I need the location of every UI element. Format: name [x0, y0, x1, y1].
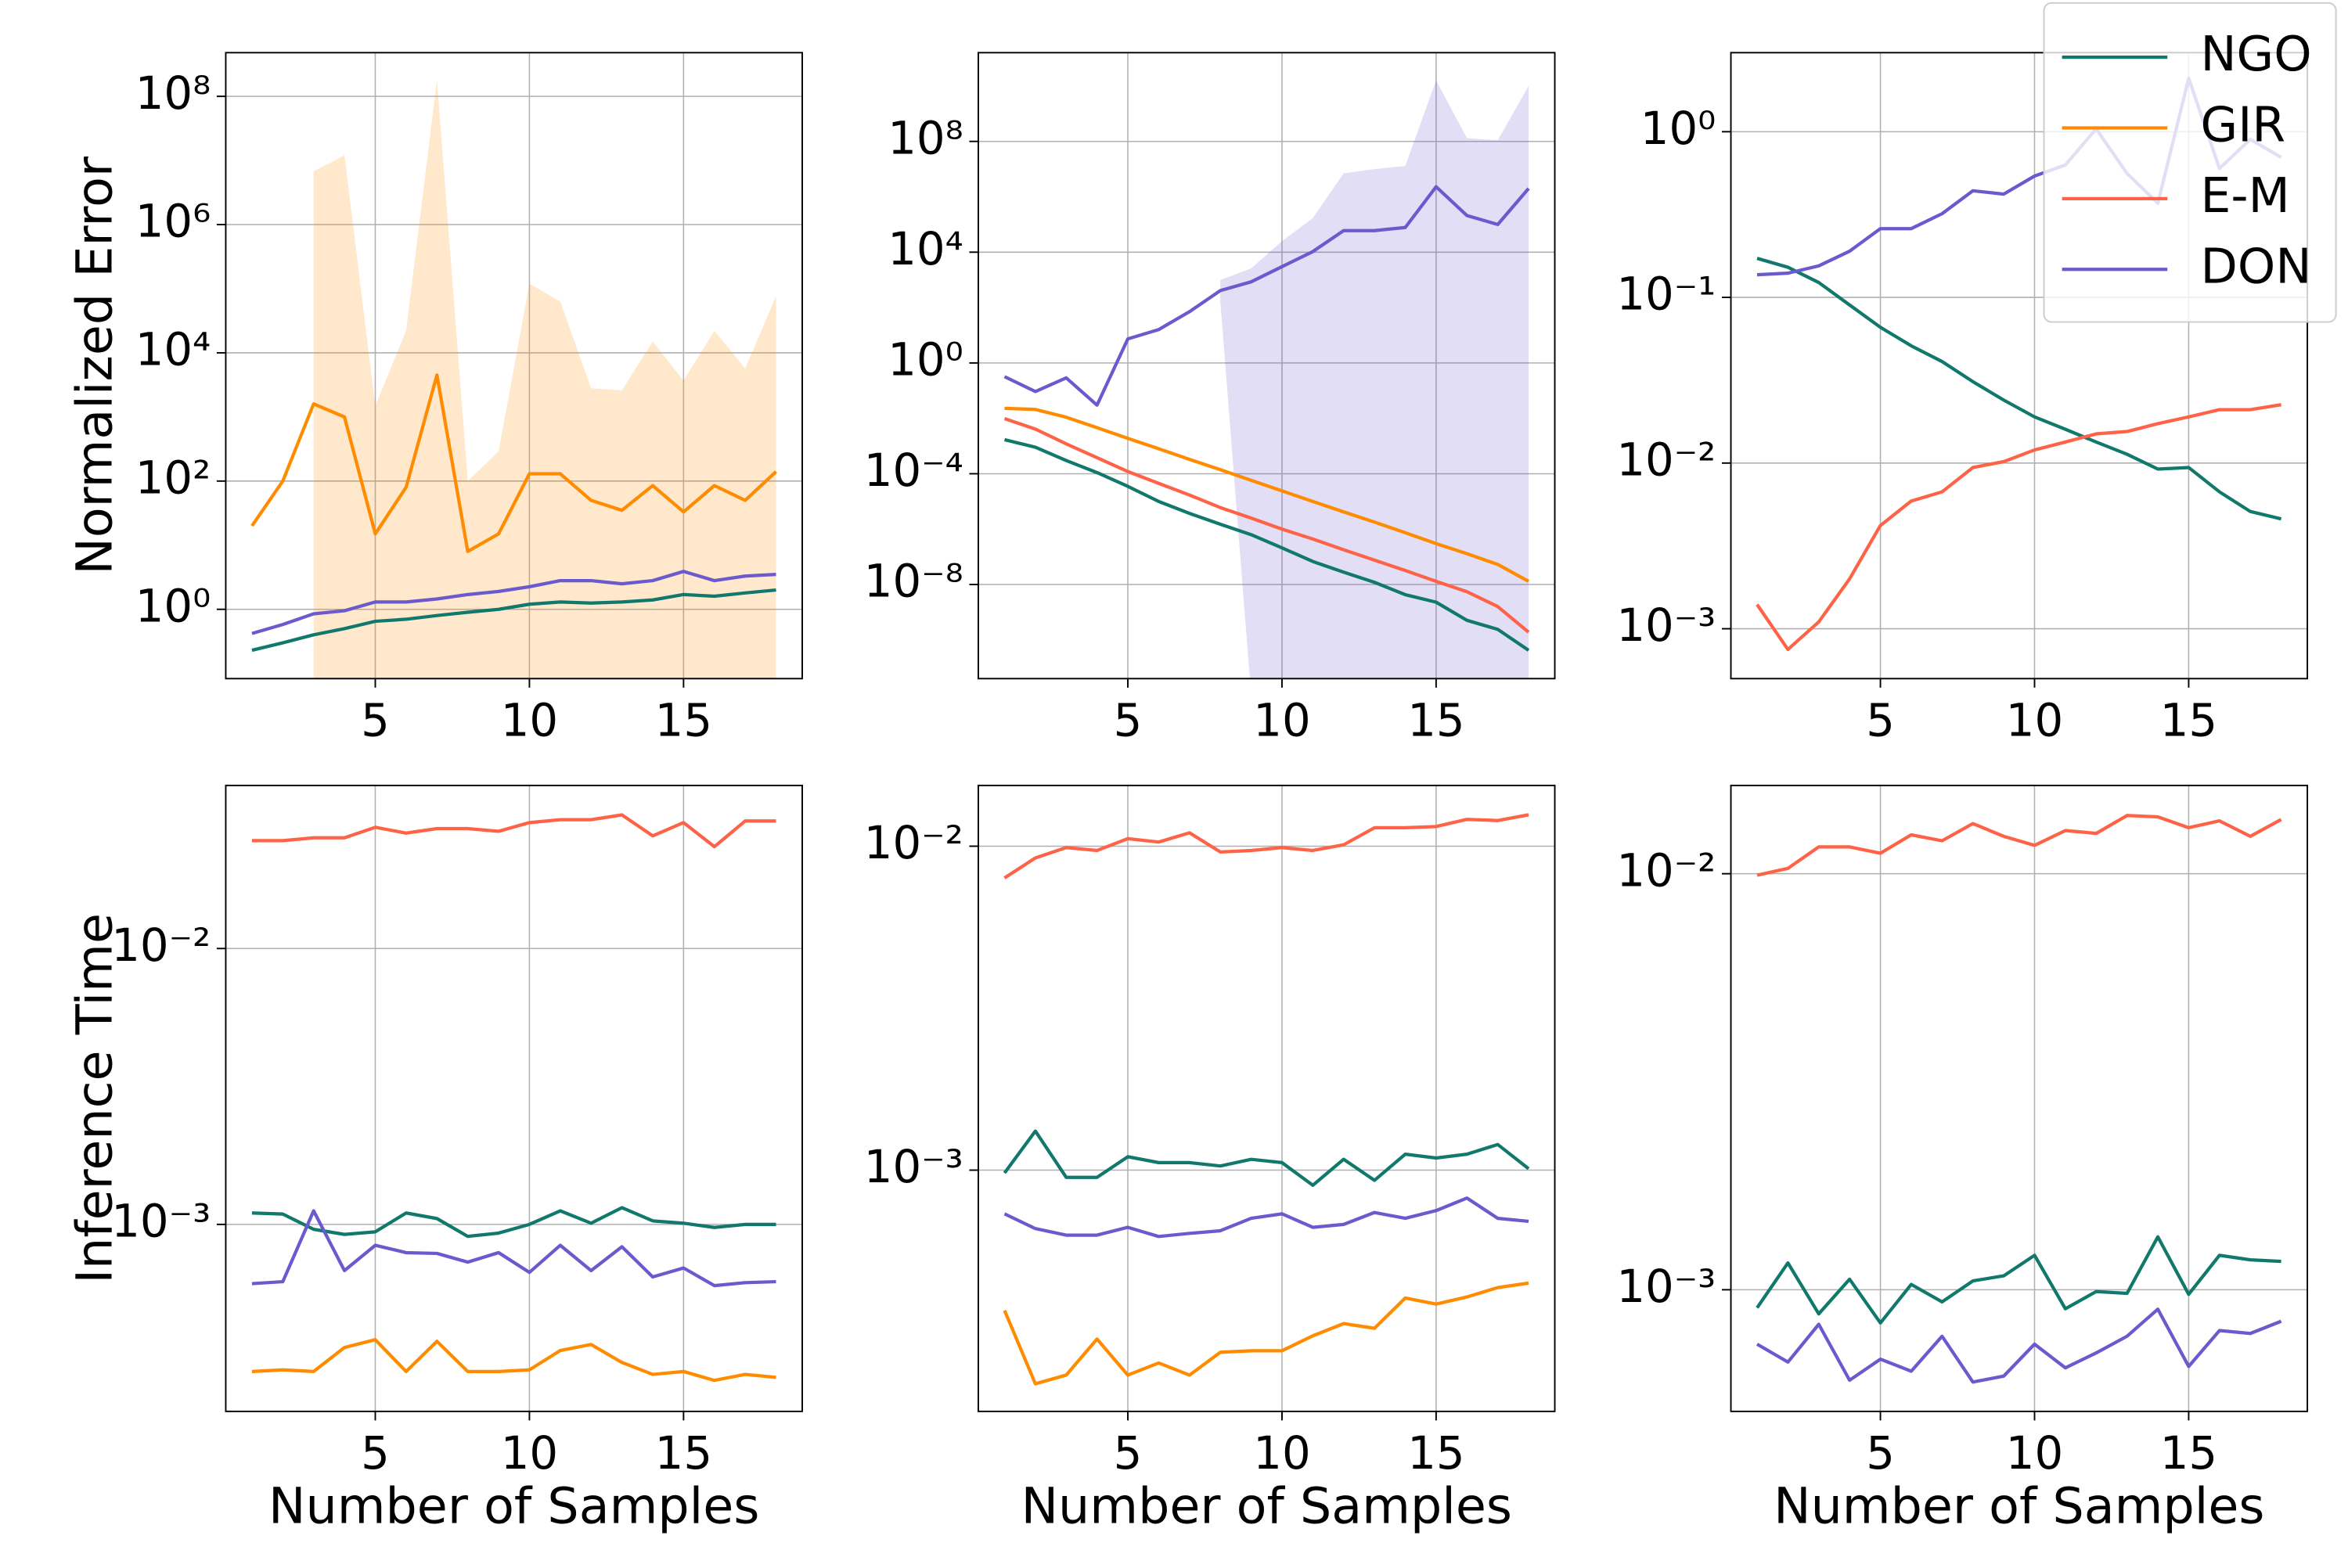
x-tick-label: 5 — [1114, 1426, 1143, 1480]
y-tick-label: 10⁻⁸ — [864, 555, 963, 608]
y-tick-label: 10⁻³ — [1616, 1260, 1716, 1313]
y-tick-label: 10⁰ — [1640, 102, 1716, 155]
y-tick-label: 10⁸ — [888, 111, 963, 164]
x-tick-label: 5 — [1114, 694, 1143, 747]
panel: 10⁻³ 10⁻² 10⁻¹ 10⁰ 5 10 15 — [1616, 52, 2309, 747]
y-tick-label: 10² — [135, 451, 211, 504]
x-tick-label: 15 — [2160, 694, 2217, 747]
y-tick-label: 10⁻² — [111, 919, 211, 972]
x-tick-label: 5 — [361, 694, 390, 747]
band — [313, 80, 776, 679]
series-line — [251, 813, 776, 849]
legend-label: GIR — [2201, 97, 2286, 153]
x-axis-label: Number of Samples — [1021, 1476, 1512, 1534]
panel: 10⁰ 10² 10⁴ 10⁶ 10⁸ 5 10 15 Normalized Error — [66, 52, 803, 747]
x-tick-label: 10 — [2006, 694, 2063, 747]
series-line — [251, 1209, 776, 1288]
legend-frame — [2043, 2, 2337, 323]
series-line — [1003, 813, 1529, 879]
series-line — [250, 373, 777, 553]
series-line — [251, 570, 776, 635]
y-tick-label: 10⁴ — [135, 323, 211, 376]
plot-area — [1756, 814, 2282, 1384]
y-tick-label: 10⁰ — [888, 333, 963, 387]
y-tick-label: 10⁴ — [888, 222, 963, 275]
series-line — [1756, 403, 2281, 652]
axes-frame — [978, 784, 1556, 1412]
x-tick-label: 10 — [1253, 1426, 1310, 1480]
legend-label: E-M — [2201, 167, 2290, 224]
y-tick-label: 10⁻¹ — [1616, 268, 1716, 321]
x-axis-label: Number of Samples — [1774, 1476, 2264, 1534]
x-tick-label: 5 — [1866, 1426, 1895, 1480]
series-line — [1756, 814, 2282, 877]
y-tick-label: 10⁻² — [1616, 843, 1716, 897]
series-line — [1756, 1307, 2282, 1384]
axes-frame — [1730, 52, 2309, 680]
plot-area — [250, 80, 777, 679]
series-line — [1003, 1196, 1529, 1239]
series-line — [1756, 257, 2282, 521]
panel: 10⁻⁸ 10⁻⁴ 10⁰ 10⁴ 10⁸ 5 10 15 — [864, 52, 1556, 747]
plot-area — [1003, 80, 1530, 679]
legend-label: NGO — [2201, 26, 2312, 82]
series-line — [1003, 1129, 1530, 1187]
series-line — [251, 1206, 776, 1239]
x-tick-label: 10 — [501, 1426, 558, 1480]
x-tick-label: 10 — [1253, 694, 1310, 747]
axes-frame — [978, 52, 1556, 680]
x-tick-label: 15 — [655, 694, 712, 747]
y-tick-label: 10⁻³ — [1616, 599, 1716, 652]
series-line — [1003, 185, 1530, 407]
x-tick-label: 15 — [1407, 1426, 1464, 1480]
series-line — [1003, 416, 1530, 634]
series-line — [1756, 1235, 2281, 1325]
y-tick-label: 10⁶ — [135, 195, 211, 248]
y-tick-label: 10⁻⁴ — [864, 444, 963, 497]
x-tick-label: 15 — [2160, 1426, 2217, 1480]
x-tick-label: 10 — [501, 694, 558, 747]
x-tick-label: 15 — [655, 1426, 712, 1480]
series-line — [251, 588, 776, 653]
y-tick-label: 10⁻² — [864, 816, 963, 869]
y-axis-label: Normalized Error — [66, 156, 124, 575]
series-line — [1004, 406, 1530, 583]
axes-frame — [1730, 784, 2309, 1412]
x-tick-label: 5 — [1866, 694, 1895, 747]
y-axis-label: Inference Time — [66, 913, 124, 1284]
band — [1220, 80, 1529, 679]
y-tick-label: 10⁻³ — [111, 1194, 211, 1247]
legend-label: DON — [2201, 238, 2312, 294]
legend: NGO GIR E-M DON — [2043, 2, 2337, 323]
series-line — [251, 1338, 776, 1383]
series-line — [1003, 1281, 1529, 1386]
axes-frame — [225, 52, 803, 680]
x-tick-label: 5 — [361, 1426, 390, 1480]
plot-area — [251, 813, 776, 1383]
y-tick-label: 10⁻² — [1616, 433, 1716, 486]
y-tick-label: 10⁸ — [135, 67, 211, 120]
y-tick-label: 10⁻³ — [864, 1140, 963, 1193]
y-tick-label: 10⁰ — [135, 579, 211, 632]
axes-frame — [225, 784, 803, 1412]
series-line — [1003, 437, 1530, 652]
x-axis-label: Number of Samples — [268, 1476, 759, 1534]
x-tick-label: 15 — [1407, 694, 1464, 747]
x-tick-label: 10 — [2006, 1426, 2063, 1480]
plot-area — [1003, 813, 1530, 1386]
